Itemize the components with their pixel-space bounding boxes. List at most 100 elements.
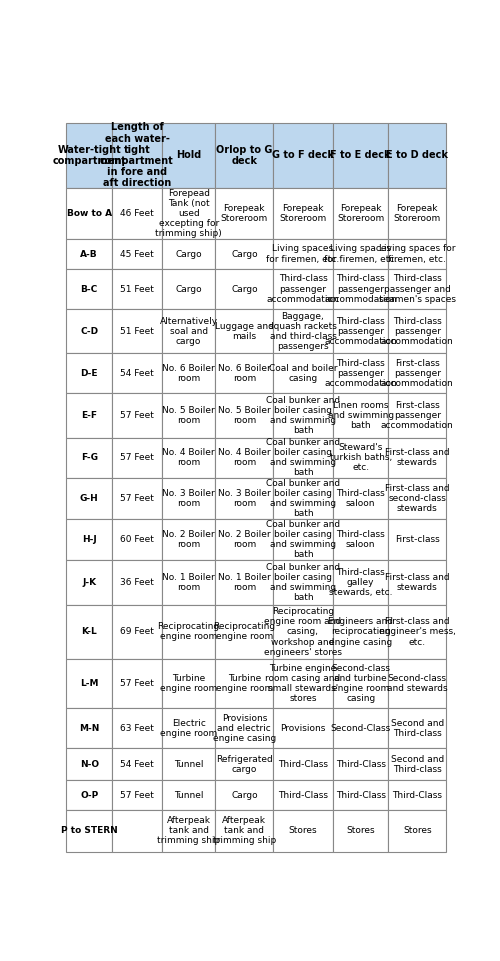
Text: Tunnel: Tunnel [174, 791, 204, 800]
Text: Cargo: Cargo [176, 250, 202, 259]
Bar [273, 393, 333, 438]
Text: First-class and
stewards: First-class and stewards [385, 448, 450, 467]
Bar [388, 438, 446, 478]
Bar [112, 560, 162, 604]
Bar [66, 393, 112, 438]
Text: First-class and
stewards: First-class and stewards [385, 573, 450, 592]
Bar [273, 659, 333, 708]
Bar [162, 269, 216, 308]
Bar [112, 478, 162, 519]
Bar [162, 188, 216, 239]
Bar [333, 393, 388, 438]
Bar [388, 269, 446, 308]
Text: P to STERN: P to STERN [61, 826, 118, 835]
Text: 63 Feet: 63 Feet [120, 724, 154, 732]
Text: Turbine
engine room: Turbine engine room [216, 675, 273, 693]
Text: Reciprocating
engine room: Reciprocating engine room [214, 623, 276, 642]
Text: Afterpeak
tank and
trimming ship: Afterpeak tank and trimming ship [157, 816, 220, 846]
Bar [162, 749, 216, 780]
Bar [273, 308, 333, 354]
Text: Third-Class: Third-Class [392, 791, 442, 800]
Text: H-J: H-J [82, 535, 96, 544]
Bar [66, 123, 112, 188]
Text: No. 6 Boiler
room: No. 6 Boiler room [218, 364, 270, 382]
Text: No. 4 Boiler
room: No. 4 Boiler room [218, 448, 270, 467]
Bar [66, 519, 112, 560]
Text: 51 Feet: 51 Feet [120, 327, 154, 335]
Text: Engineers and
reciprocating
engine casing: Engineers and reciprocating engine casin… [328, 617, 393, 647]
Bar [162, 354, 216, 393]
Text: Refrigerated
cargo: Refrigerated cargo [216, 754, 272, 774]
Bar [273, 560, 333, 604]
Bar [216, 239, 273, 269]
Text: L-M: L-M [80, 679, 98, 688]
Text: No. 6 Boiler
room: No. 6 Boiler room [162, 364, 215, 382]
Bar [66, 810, 112, 851]
Bar [112, 780, 162, 810]
Bar [216, 308, 273, 354]
Bar [112, 188, 162, 239]
Bar [333, 659, 388, 708]
Text: 51 Feet: 51 Feet [120, 284, 154, 293]
Bar [333, 780, 388, 810]
Bar [333, 354, 388, 393]
Bar [388, 308, 446, 354]
Bar [333, 239, 388, 269]
Bar [216, 269, 273, 308]
Bar [112, 438, 162, 478]
Text: Forepeak
Storeroom: Forepeak Storeroom [280, 204, 326, 223]
Text: Coal and boiler
casing: Coal and boiler casing [268, 364, 337, 382]
Text: No. 1 Boiler
room: No. 1 Boiler room [218, 573, 270, 592]
Bar [162, 659, 216, 708]
Bar [66, 780, 112, 810]
Text: B-C: B-C [80, 284, 98, 293]
Bar [273, 188, 333, 239]
Bar [216, 188, 273, 239]
Bar [388, 188, 446, 239]
Bar [66, 478, 112, 519]
Text: 54 Feet: 54 Feet [120, 759, 154, 769]
Text: Cargo: Cargo [231, 250, 258, 259]
Bar [388, 393, 446, 438]
Bar [162, 810, 216, 851]
Text: 46 Feet: 46 Feet [120, 209, 154, 218]
Bar [66, 269, 112, 308]
Text: Length of
each water-
tight
compartment
in fore and
aft direction: Length of each water- tight compartment … [100, 122, 174, 188]
Bar [112, 393, 162, 438]
Bar [66, 604, 112, 659]
Bar [216, 604, 273, 659]
Text: Living spaces
for firemen, etc.: Living spaces for firemen, etc. [266, 244, 340, 263]
Text: Third-class
passenger
accommodation: Third-class passenger accommodation [324, 316, 397, 346]
Bar [388, 560, 446, 604]
Text: C-D: C-D [80, 327, 98, 335]
Bar [273, 239, 333, 269]
Text: Third-class
passenger
accommodation: Third-class passenger accommodation [324, 358, 397, 388]
Bar [162, 780, 216, 810]
Bar [333, 560, 388, 604]
Text: K-L: K-L [82, 628, 97, 636]
Text: No. 4 Boiler
room: No. 4 Boiler room [162, 448, 215, 467]
Text: 69 Feet: 69 Feet [120, 628, 154, 636]
Bar [333, 123, 388, 188]
Text: Linen rooms
and swimming
bath: Linen rooms and swimming bath [328, 401, 394, 431]
Bar [66, 354, 112, 393]
Text: Hold: Hold [176, 150, 202, 160]
Text: 57 Feet: 57 Feet [120, 411, 154, 420]
Bar [112, 519, 162, 560]
Text: Forepeak
Storeroom: Forepeak Storeroom [394, 204, 441, 223]
Text: Reciprocating
engine room and
casing,
workshop and
engineers' stores: Reciprocating engine room and casing, wo… [264, 607, 342, 656]
Bar [333, 604, 388, 659]
Text: N-O: N-O [80, 759, 99, 769]
Bar [388, 519, 446, 560]
Bar [216, 749, 273, 780]
Text: Reciprocating
engine room: Reciprocating engine room [158, 623, 220, 642]
Text: Cargo: Cargo [231, 791, 258, 800]
Text: G-H: G-H [80, 494, 98, 503]
Text: Third-Class: Third-Class [336, 759, 386, 769]
Text: First-class
passenger
accommodation: First-class passenger accommodation [381, 401, 454, 431]
Text: 60 Feet: 60 Feet [120, 535, 154, 544]
Text: Third-Class: Third-Class [278, 759, 328, 769]
Text: Turbine engine
room casing and
small stewards'
stores: Turbine engine room casing and small ste… [266, 664, 340, 703]
Bar [162, 519, 216, 560]
Text: First-class and
engineer's mess,
etc.: First-class and engineer's mess, etc. [379, 617, 456, 647]
